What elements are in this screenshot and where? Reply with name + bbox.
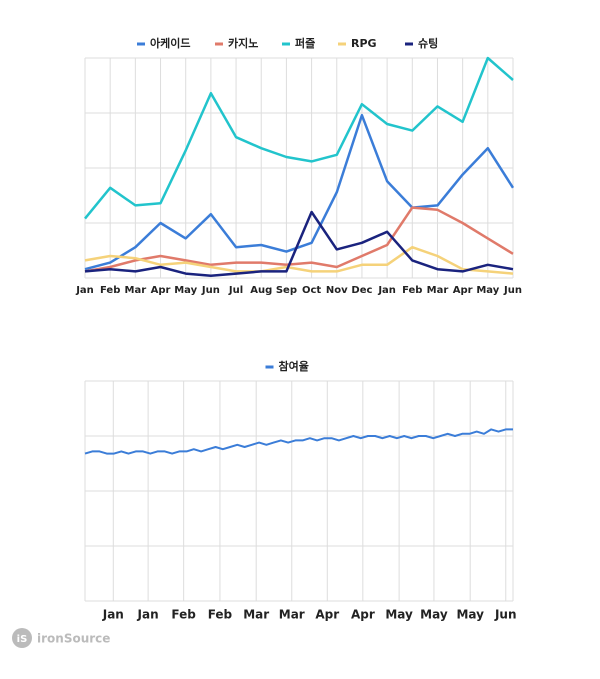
x-tick-label: Feb bbox=[171, 608, 196, 622]
legend-label: 퍼즐 bbox=[295, 36, 315, 50]
logo: iS bbox=[17, 634, 28, 645]
x-tick-label: May bbox=[420, 608, 448, 622]
x-tick-label: Aug bbox=[250, 285, 272, 296]
x-tick-label: Jun bbox=[494, 608, 517, 622]
series-line bbox=[84, 56, 514, 220]
x-tick-label: Feb bbox=[100, 285, 120, 296]
x-tick-label: Mar bbox=[427, 285, 449, 296]
brand: ironSource bbox=[37, 632, 110, 646]
x-tick-label: Jan bbox=[377, 285, 396, 296]
x-tick-label: Apr bbox=[351, 608, 375, 622]
legend-label: 슈팅 bbox=[418, 36, 438, 50]
x-tick-label: Jun bbox=[503, 285, 522, 296]
series-line bbox=[84, 206, 514, 273]
series-line bbox=[84, 428, 513, 455]
x-tick-label: May bbox=[385, 608, 413, 622]
x-tick-label: May bbox=[456, 608, 484, 622]
x-tick-label: Mar bbox=[125, 285, 147, 296]
x-tick-label: Nov bbox=[326, 285, 348, 296]
x-tick-label: Jan bbox=[102, 608, 124, 622]
series-line bbox=[84, 245, 514, 275]
x-tick-label: Dec bbox=[351, 285, 372, 296]
x-tick-label: Jan bbox=[137, 608, 159, 622]
logo-badge bbox=[12, 628, 32, 648]
x-tick-label: Oct bbox=[302, 285, 321, 296]
x-tick-label: Apr bbox=[315, 608, 339, 622]
x-tick-label: Jul bbox=[228, 285, 243, 296]
x-tick-label: May bbox=[174, 285, 197, 296]
legend-label: RPG bbox=[351, 37, 377, 50]
legend-label: 카지노 bbox=[228, 36, 258, 50]
x-tick-label: Apr bbox=[151, 285, 171, 296]
x-tick-label: Feb bbox=[208, 608, 233, 622]
x-tick-label: Feb bbox=[402, 285, 422, 296]
x-tick-label: Mar bbox=[243, 608, 269, 622]
x-tick-label: Jan bbox=[75, 285, 94, 296]
series-line bbox=[84, 113, 515, 271]
x-tick-label: Mar bbox=[279, 608, 305, 622]
x-tick-label: Apr bbox=[453, 285, 473, 296]
legend-label: 아케이드 bbox=[150, 36, 190, 50]
x-tick-label: Jun bbox=[201, 285, 220, 296]
legend-label: 참여율 bbox=[279, 359, 309, 373]
x-tick-label: May bbox=[476, 285, 499, 296]
series-line bbox=[84, 210, 514, 278]
x-tick-label: Sep bbox=[276, 285, 297, 296]
